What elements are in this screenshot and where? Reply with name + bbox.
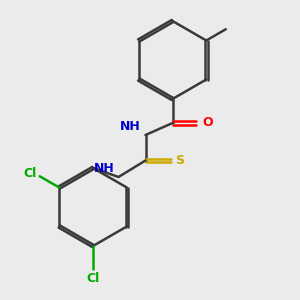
Text: NH: NH	[120, 120, 141, 133]
Text: S: S	[176, 154, 184, 167]
Text: Cl: Cl	[23, 167, 37, 180]
Text: O: O	[202, 116, 212, 130]
Text: NH: NH	[94, 163, 115, 176]
Text: Cl: Cl	[86, 272, 100, 284]
